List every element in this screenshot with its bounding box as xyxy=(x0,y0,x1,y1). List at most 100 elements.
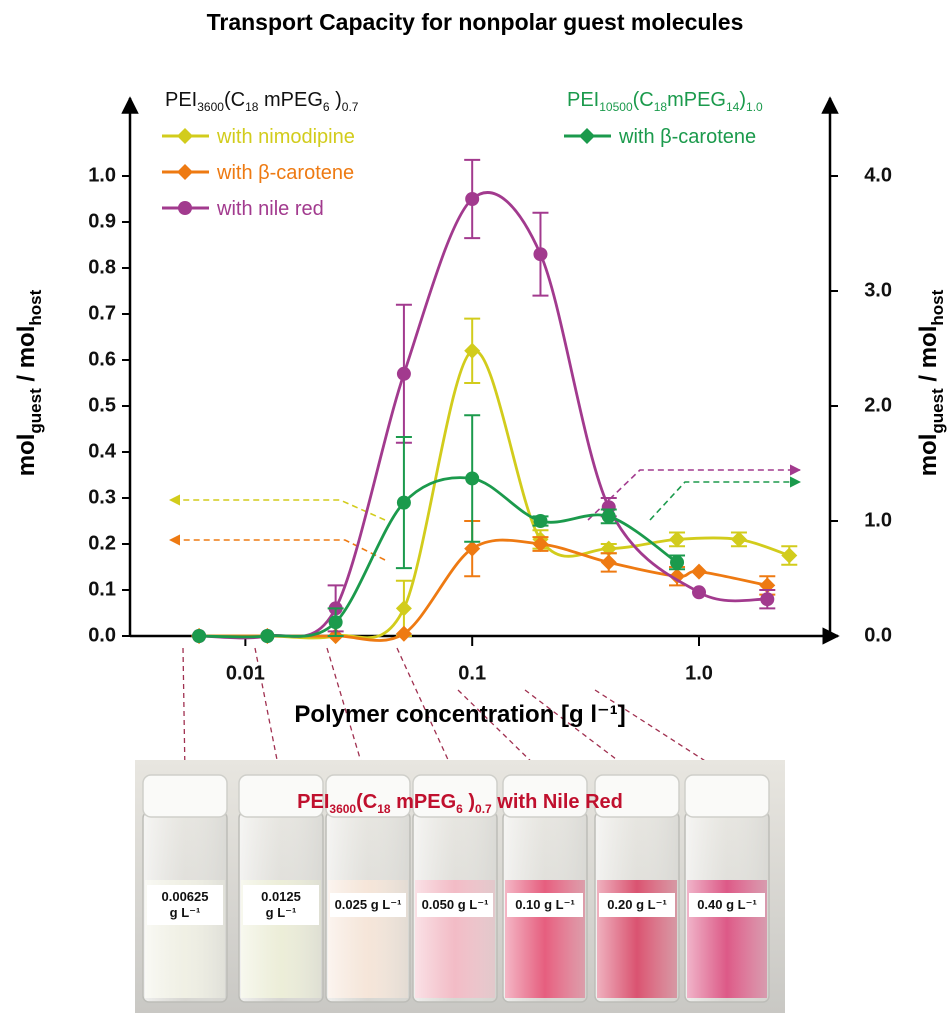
vial-label-box xyxy=(243,885,319,925)
legend-marker xyxy=(178,201,192,215)
y-tick-label: 0.9 xyxy=(88,210,116,232)
vial-label: 0.025 g L⁻¹ xyxy=(335,897,402,912)
y-tick-label: 0.2 xyxy=(88,532,116,554)
data-point xyxy=(669,531,686,548)
data-point xyxy=(691,563,708,580)
connector xyxy=(326,647,366,776)
text-script: 0.7 xyxy=(342,100,359,114)
data-point xyxy=(692,585,707,600)
y2-tick-label: 2.0 xyxy=(864,394,892,416)
photo-caption: PEI3600(C18 mPEG6 )0.7 with Nile Red xyxy=(297,791,623,816)
y-tick-label: 0.7 xyxy=(88,302,116,324)
text-part: with Nile Red xyxy=(492,791,623,813)
y-tick-label: 0.5 xyxy=(88,394,116,416)
vial-cap xyxy=(684,774,770,818)
data-point xyxy=(781,547,798,564)
vial-cap xyxy=(238,774,324,818)
vial-cap xyxy=(594,774,680,818)
data-point xyxy=(192,629,207,643)
text-script: 3600 xyxy=(329,802,356,816)
data-point xyxy=(465,192,480,206)
legend-title: PEI10500(C18mPEG14)1.0 xyxy=(567,89,763,114)
connector xyxy=(254,647,281,776)
text-script: 0.7 xyxy=(475,802,492,816)
text-script: guest xyxy=(26,388,45,434)
text-script: 1.0 xyxy=(746,100,763,114)
text-part: mol xyxy=(915,434,942,477)
vial-label-box xyxy=(147,885,223,925)
data-point xyxy=(600,554,617,571)
y2-tick-label: 3.0 xyxy=(864,279,892,301)
vial-label: g L⁻¹ xyxy=(266,905,297,920)
vial-label: 0.00625 xyxy=(162,889,209,904)
text-script: 14 xyxy=(726,100,740,114)
y-tick-label: 1.0 xyxy=(88,164,116,186)
text-part: PEI xyxy=(165,89,197,111)
legend-title: PEI3600(C18 mPEG6 )0.7 xyxy=(165,89,359,114)
data-point xyxy=(533,247,548,262)
text-part: PEI xyxy=(567,89,599,111)
x-axis-label: Polymer concentration [g l⁻¹] xyxy=(294,701,625,728)
data-point xyxy=(395,625,412,642)
vial-label: 0.0125 xyxy=(261,889,301,904)
y-tick-label: 0.4 xyxy=(88,440,117,462)
text-part: PEI xyxy=(297,791,329,813)
vial-cap xyxy=(325,774,411,818)
vial-label: 0.20 g L⁻¹ xyxy=(607,897,667,912)
data-point xyxy=(396,366,411,381)
x-tick-label: 1.0 xyxy=(685,662,713,684)
series-line xyxy=(199,191,768,640)
legend-marker xyxy=(579,128,595,144)
y-tick-label: 0.1 xyxy=(88,578,116,600)
data-point xyxy=(730,531,747,548)
y2-tick-label: 1.0 xyxy=(864,509,892,531)
y2-axis-label: molguest / molhost xyxy=(915,289,947,476)
text-script: 10500 xyxy=(599,100,633,114)
vial-label: 0.40 g L⁻¹ xyxy=(697,897,757,912)
data-point xyxy=(532,536,549,552)
text-script: 6 xyxy=(456,802,463,816)
text-part: ) xyxy=(330,89,342,111)
data-point xyxy=(464,342,481,359)
vial-label: 0.10 g L⁻¹ xyxy=(515,897,575,912)
y-tick-label: 0.8 xyxy=(88,256,116,278)
text-part: / mol xyxy=(13,326,40,389)
pointer-arrow xyxy=(168,534,386,561)
text-part: mPEG xyxy=(258,89,322,111)
vial-label-box xyxy=(599,893,675,917)
y2-tick-label: 0.0 xyxy=(864,624,892,646)
y2-tick-label: 4.0 xyxy=(864,164,892,186)
text-part: / mol xyxy=(915,326,942,389)
text-script: 3600 xyxy=(197,100,224,114)
data-point xyxy=(260,629,275,643)
legend-label: with nile red xyxy=(216,198,324,220)
pointer-arrow xyxy=(168,494,386,521)
data-point xyxy=(669,568,686,585)
vial-label: g L⁻¹ xyxy=(170,905,201,920)
data-point xyxy=(601,509,616,524)
data-point xyxy=(465,471,480,486)
x-tick-label: 0.01 xyxy=(226,662,265,684)
vial-cap xyxy=(142,774,228,818)
vial-label-box xyxy=(507,893,583,917)
text-part: mol xyxy=(13,434,40,477)
vial-label: 0.050 g L⁻¹ xyxy=(422,897,489,912)
text-script: host xyxy=(928,289,947,325)
y-tick-label: 0.6 xyxy=(88,348,116,370)
data-point xyxy=(396,495,411,510)
text-part: mPEG xyxy=(391,791,457,813)
legend-label: with β-carotene xyxy=(618,126,756,148)
text-part: mPEG xyxy=(667,89,726,111)
data-point xyxy=(328,615,343,630)
y-tick-label: 0.0 xyxy=(88,624,116,646)
vial-cap xyxy=(412,774,498,818)
pointer-arrow xyxy=(587,464,802,521)
page-title: Transport Capacity for nonpolar guest mo… xyxy=(207,9,744,35)
data-point xyxy=(760,592,775,607)
pointer-arrow xyxy=(649,476,802,521)
legend-label: with β-carotene xyxy=(216,162,354,184)
y-axis-label: molguest / molhost xyxy=(13,289,45,476)
y-tick-label: 0.3 xyxy=(88,486,116,508)
